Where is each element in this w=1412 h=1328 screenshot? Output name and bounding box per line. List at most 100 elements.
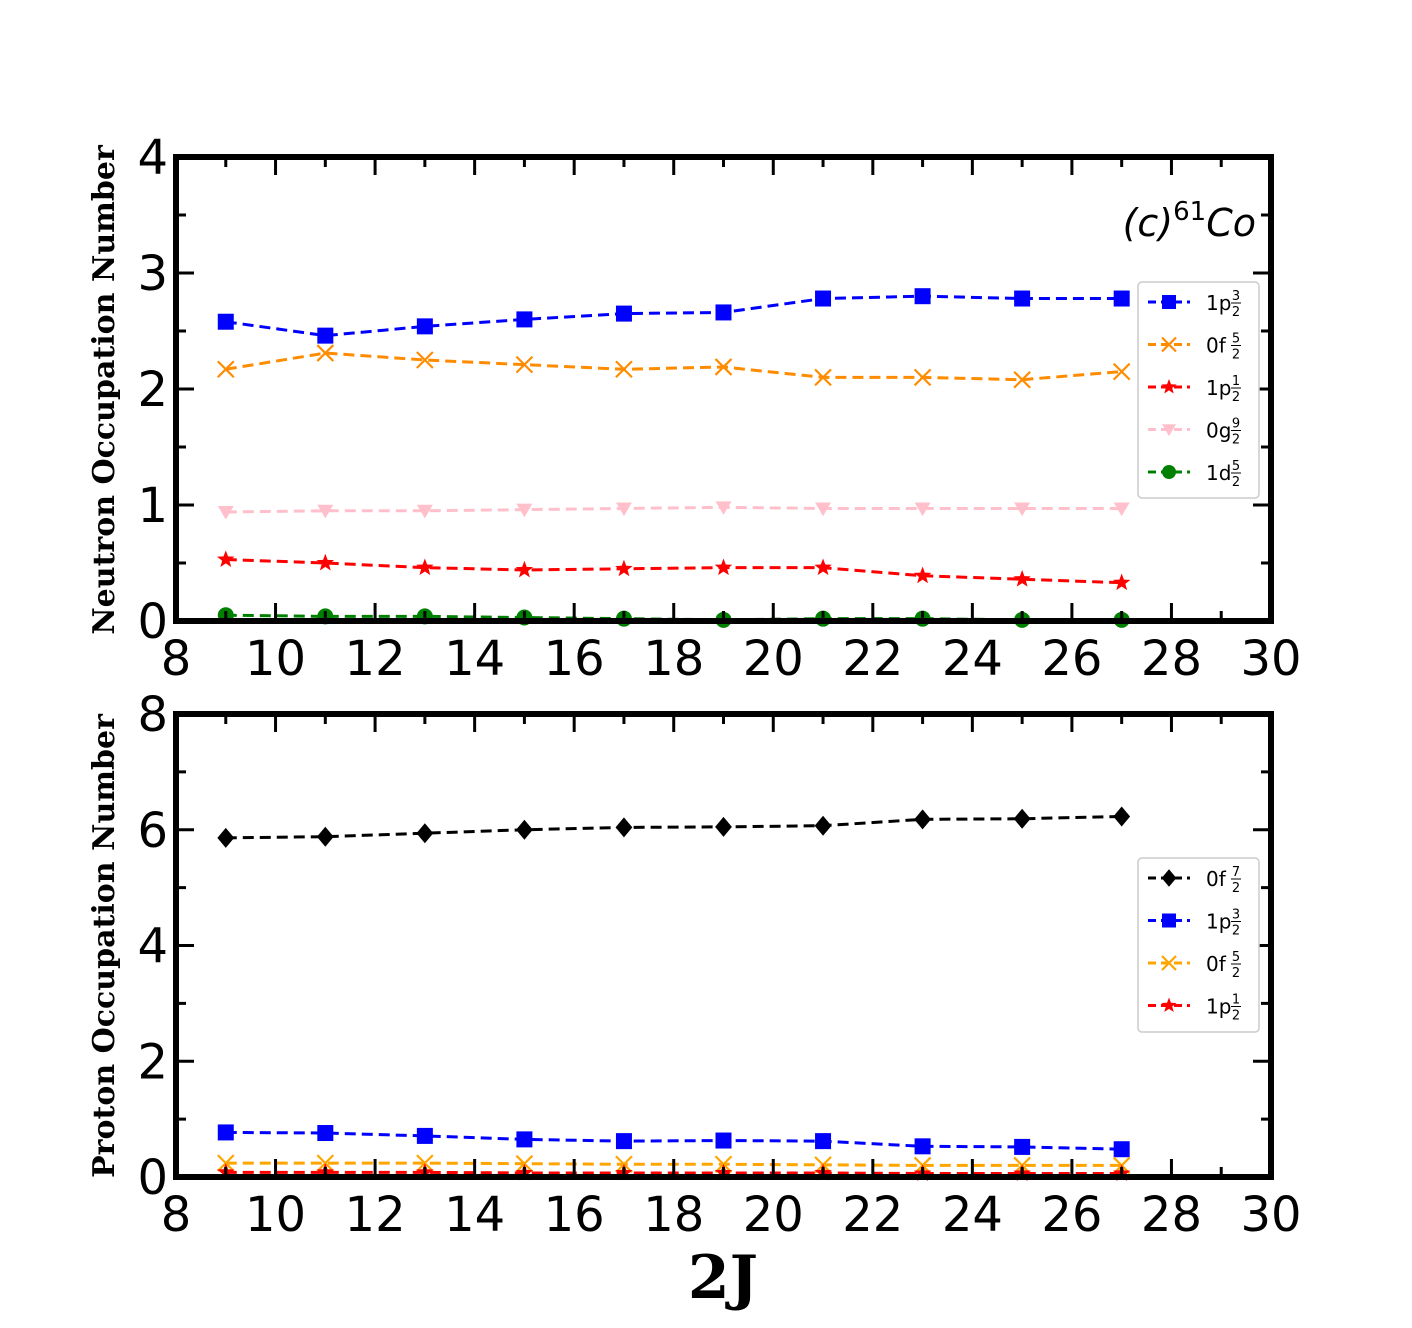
x-tick-label: 28 bbox=[1141, 631, 1202, 687]
data-point bbox=[914, 288, 931, 305]
data-point bbox=[714, 558, 733, 576]
plot-frame bbox=[173, 154, 1274, 624]
data-point bbox=[416, 823, 434, 844]
x-tick-label: 26 bbox=[1041, 631, 1102, 687]
x-tick-label: 16 bbox=[544, 631, 605, 687]
legend-label: 1p bbox=[1206, 910, 1231, 934]
legend-fraction-den: 2 bbox=[1232, 1009, 1240, 1024]
legend-label: 0f bbox=[1206, 952, 1227, 976]
x-tick-label: 22 bbox=[842, 1187, 903, 1243]
data-point bbox=[715, 304, 732, 321]
data-point bbox=[316, 826, 334, 847]
legend-item-1p-1-2: 1p 12 bbox=[1148, 374, 1241, 405]
data-point bbox=[615, 305, 632, 322]
data-point bbox=[317, 504, 334, 519]
data-point bbox=[515, 355, 534, 374]
y-axis-label: Proton Occupation Number bbox=[87, 713, 122, 1178]
legend-fraction-den: 2 bbox=[1232, 433, 1240, 448]
legend-item-1p-1-2: 1p 12 bbox=[1148, 993, 1241, 1024]
x-axis-label: 2J bbox=[688, 1243, 758, 1313]
legend-item-0f-7-2: 0f 72 bbox=[1148, 865, 1241, 896]
series-1p-3-2 bbox=[217, 288, 1130, 344]
data-point bbox=[516, 503, 533, 518]
x-tick-label: 8 bbox=[161, 1187, 192, 1243]
data-point bbox=[814, 368, 832, 387]
panel-annotation: (c)61Co bbox=[1123, 197, 1256, 245]
legend-item-0g-9-2: 0g 92 bbox=[1148, 417, 1241, 448]
data-point bbox=[316, 344, 335, 362]
data-point bbox=[715, 816, 732, 837]
data-point bbox=[615, 360, 633, 379]
y-axis-label: Neutron Occupation Number bbox=[87, 144, 122, 635]
x-tick-label: 10 bbox=[245, 631, 306, 687]
data-point bbox=[815, 1133, 832, 1150]
data-point bbox=[217, 313, 234, 330]
data-point bbox=[516, 311, 533, 328]
legend-fraction-num: 1 bbox=[1232, 374, 1240, 389]
series-line bbox=[225, 294, 1122, 338]
data-point bbox=[416, 1154, 434, 1172]
legend-label: 0f bbox=[1206, 867, 1227, 891]
legend-box bbox=[1137, 281, 1260, 499]
legend-label: 1p bbox=[1206, 291, 1231, 315]
legend-marker bbox=[1161, 955, 1177, 971]
legend-item-0f-5-2: 0f 52 bbox=[1148, 332, 1241, 363]
data-point bbox=[1014, 502, 1031, 517]
data-point bbox=[1013, 370, 1031, 389]
data-point bbox=[1113, 502, 1130, 517]
legend-label: 1p bbox=[1206, 376, 1231, 400]
data-point bbox=[217, 827, 235, 848]
data-point bbox=[515, 560, 534, 578]
x-tick-label: 30 bbox=[1240, 631, 1301, 687]
y-tick-label: 4 bbox=[137, 130, 168, 186]
data-point bbox=[815, 290, 832, 307]
data-point bbox=[317, 1125, 334, 1142]
legend-marker bbox=[1162, 913, 1176, 928]
legend-fraction-den: 2 bbox=[1232, 348, 1240, 363]
data-point bbox=[316, 553, 335, 571]
x-tick-label: 18 bbox=[643, 631, 704, 687]
data-point bbox=[416, 1127, 433, 1144]
data-point bbox=[1013, 570, 1031, 587]
x-tick-label: 14 bbox=[444, 631, 505, 687]
data-point bbox=[1113, 806, 1131, 827]
data-point bbox=[516, 1131, 533, 1148]
data-point bbox=[1014, 1138, 1031, 1155]
legend-fraction-num: 3 bbox=[1232, 289, 1240, 304]
data-point bbox=[515, 1154, 534, 1173]
data-point bbox=[217, 550, 235, 567]
data-point bbox=[715, 501, 732, 515]
data-point bbox=[714, 358, 733, 376]
legend-fraction-num: 5 bbox=[1232, 459, 1240, 474]
x-tick-label: 8 bbox=[161, 631, 192, 687]
legend-label: 1d bbox=[1206, 461, 1231, 485]
x-tick-label: 14 bbox=[444, 1187, 505, 1243]
data-point bbox=[814, 815, 832, 836]
series-line bbox=[225, 505, 1122, 514]
data-point bbox=[1112, 362, 1131, 381]
data-point bbox=[615, 817, 633, 838]
data-point bbox=[814, 558, 832, 576]
data-point bbox=[914, 809, 931, 830]
y-tick-label: 3 bbox=[137, 246, 168, 302]
series-0f-7-2 bbox=[217, 806, 1131, 848]
legend-marker bbox=[1162, 465, 1176, 479]
series-1p-3-2 bbox=[217, 1124, 1130, 1158]
data-point bbox=[615, 559, 633, 577]
legend-marker bbox=[1161, 378, 1177, 394]
series-line bbox=[225, 558, 1122, 585]
data-point bbox=[913, 368, 932, 387]
legend-fraction-num: 9 bbox=[1232, 417, 1240, 432]
legend-fraction-num: 1 bbox=[1232, 993, 1240, 1008]
y-tick-label: 2 bbox=[137, 1034, 168, 1090]
data-point bbox=[615, 1133, 632, 1150]
data-point bbox=[217, 505, 234, 520]
data-point bbox=[216, 1154, 235, 1172]
series-line bbox=[225, 814, 1122, 840]
y-tick-label: 2 bbox=[137, 362, 168, 418]
legend-marker bbox=[1161, 869, 1177, 887]
legend-label: 1p bbox=[1206, 995, 1231, 1019]
x-tick-label: 30 bbox=[1240, 1187, 1301, 1243]
